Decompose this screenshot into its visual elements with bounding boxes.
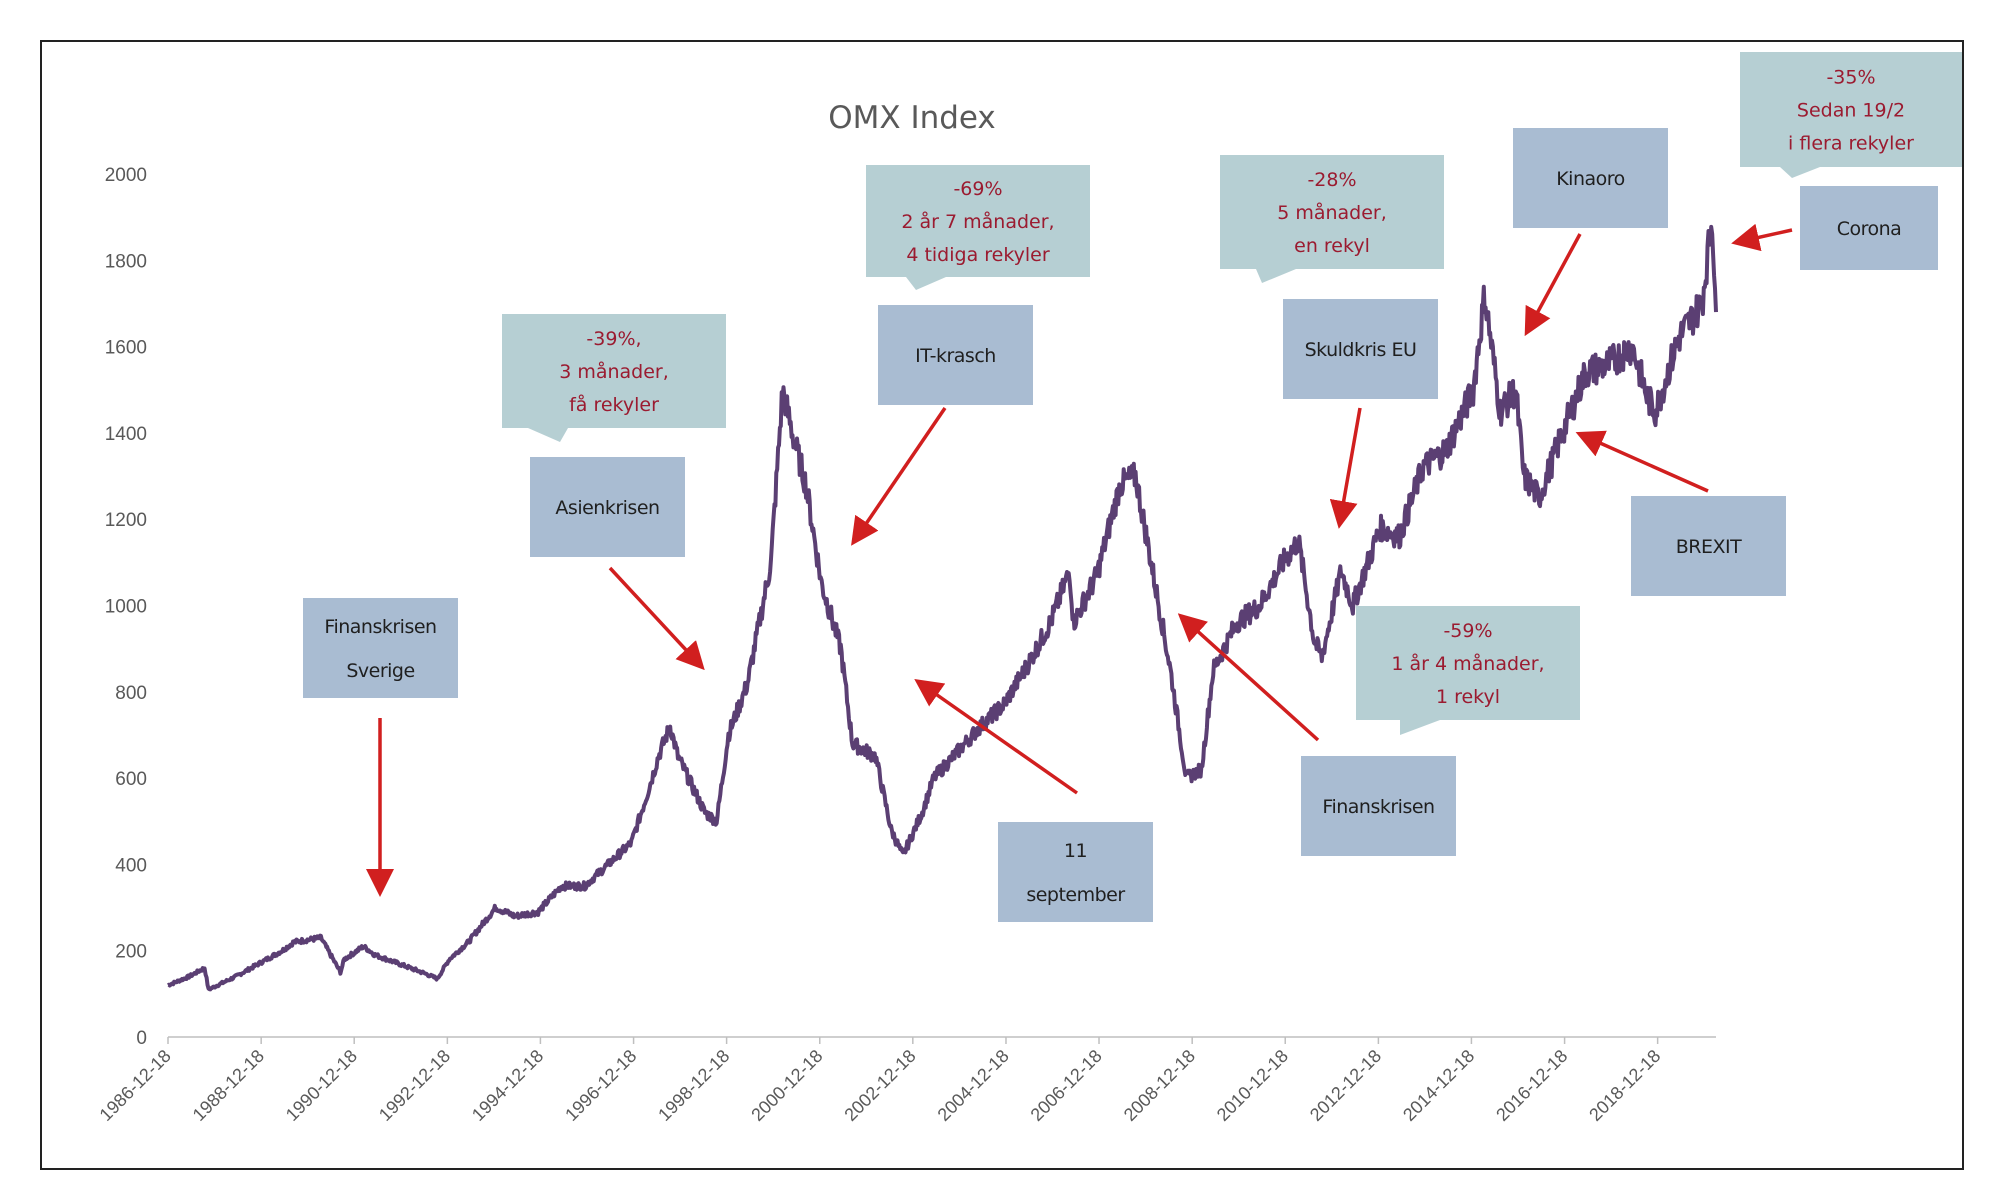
y-tick-label: 200 [115,942,147,963]
event-note-text: få rekyler [569,393,659,416]
event-note-text: i flera rekyler [1788,133,1914,155]
y-tick-label: 1800 [105,251,147,272]
x-tick-label: 1996-12-18 [561,1046,640,1125]
event-note-text: Sedan 19/2 [1797,100,1905,122]
event-note-text: -69% [953,178,1002,200]
event-label: IT-krasch [878,305,1033,405]
event-label-box [530,457,685,557]
event-note-box [1220,155,1444,283]
event-arrow [851,407,947,546]
event-note-text: en rekyl [1294,235,1370,257]
event-arrow [1177,613,1320,742]
y-tick-label: 1200 [105,510,147,531]
event-note-box [866,165,1090,290]
x-tick-label: 2012-12-18 [1306,1046,1385,1125]
x-tick-label: 1990-12-18 [282,1046,361,1125]
event-arrow [608,566,705,671]
event-label-text: IT-krasch [915,345,996,367]
event-arrow [1329,407,1362,529]
event-label-box [1513,128,1668,228]
x-tick-label: 2006-12-18 [1027,1046,1106,1125]
x-tick-label: 2002-12-18 [840,1046,919,1125]
event-note: -69% 2 år 7 månader, 4 tidiga rekyler [866,165,1090,290]
event-label: Skuldkris EU [1283,299,1438,399]
event-note-box [502,314,726,442]
event-note: -39%, 3 månader, få rekyler [502,314,726,442]
event-note: -59% 1 år 4 månader, 1 rekyl [1356,606,1580,735]
event-note-text: -39%, [586,328,641,350]
x-tick-label: 1988-12-18 [189,1046,268,1125]
event-note-text: 4 tidiga rekyler [906,244,1050,266]
chart-title: OMX Index [828,100,996,136]
x-tick-label: 2000-12-18 [747,1046,826,1125]
event-label: Finanskrisen [1301,756,1456,856]
x-tick-label: 1994-12-18 [468,1046,547,1125]
event-label-text: Kinaoro [1556,168,1625,190]
event-label-box [998,822,1153,922]
event-note: -28% 5 månader, en rekyl [1220,155,1444,283]
event-label: Kinaoro [1513,128,1668,228]
event-arrow [1731,223,1793,252]
event-label: 11 september [998,822,1153,922]
event-label-text: Finanskrisen [1322,796,1434,818]
y-tick-label: 1000 [105,597,147,618]
event-note-text: 1 rekyl [1436,686,1500,708]
event-label-box [1283,299,1438,399]
event-label-text: Skuldkris EU [1305,339,1417,361]
event-note-text: 1 år 4 månader, [1391,652,1544,675]
x-tick-label: 1986-12-18 [96,1046,175,1125]
event-label-box [303,598,458,698]
event-note-text: 2 år 7 månader, [901,210,1054,233]
y-tick-label: 2000 [105,165,147,186]
event-label-box [1800,186,1938,270]
x-tick-label: 2014-12-18 [1399,1046,1478,1125]
event-label: Asienkrisen [530,457,685,557]
y-tick-label: 600 [115,769,147,790]
event-note-text: 5 månader, [1277,201,1387,224]
y-tick-label: 1400 [105,424,147,445]
event-label-box [1631,496,1786,596]
event-arrow [914,678,1079,795]
omx-series-line [166,224,1718,992]
event-label-box [878,305,1033,405]
y-tick-label: 400 [115,855,147,876]
x-tick-label: 1998-12-18 [654,1046,733,1125]
event-label-text: Asienkrisen [555,497,659,519]
event-arrow [1524,233,1582,337]
y-tick-label: 800 [115,683,147,704]
event-label-text: 11 [1064,840,1087,862]
y-tick-label: 0 [136,1028,147,1049]
event-note-text: -35% [1826,67,1875,89]
event-note-box [1356,606,1580,735]
event-label: Corona [1800,186,1938,270]
event-label-text: Corona [1837,218,1902,240]
event-label-text: Finanskrisen [324,616,436,638]
event-note: -35% Sedan 19/2 i flera rekyler [1740,52,1962,178]
event-label-box [1301,756,1456,856]
y-tick-label: 1600 [105,338,147,359]
x-tick-label: 2004-12-18 [934,1046,1013,1125]
event-label: BREXIT [1631,496,1786,596]
x-tick-label: 2016-12-18 [1492,1046,1571,1125]
event-label-text: september [1026,884,1125,906]
x-tick-label: 1992-12-18 [375,1046,454,1125]
event-note-text: -28% [1307,169,1356,191]
event-label-text: BREXIT [1676,536,1742,558]
event-note-text: 3 månader, [559,360,669,383]
event-arrow [1575,430,1709,493]
x-tick-label: 2018-12-18 [1585,1046,1664,1125]
event-note-box [1740,52,1962,178]
event-label: Finanskrisen Sverige [303,598,458,698]
event-note-text: -59% [1443,620,1492,642]
event-label-text: Sverige [346,660,414,682]
x-tick-label: 2008-12-18 [1120,1046,1199,1125]
x-tick-label: 2010-12-18 [1213,1046,1292,1125]
